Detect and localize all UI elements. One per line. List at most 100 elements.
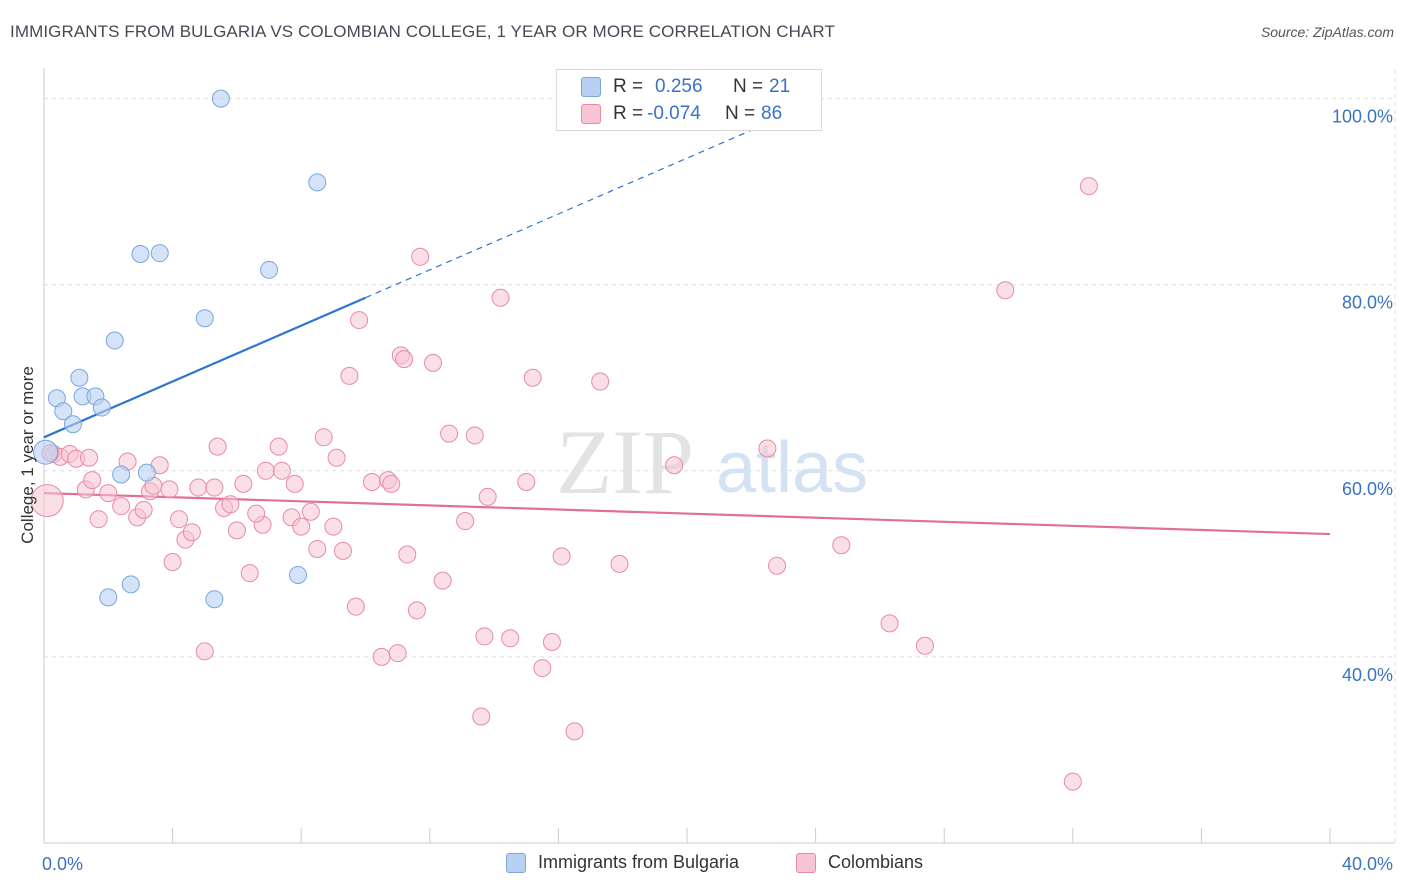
colombians-point	[407, 601, 426, 620]
bulgaria-point	[137, 463, 156, 482]
colombians-point	[542, 633, 561, 652]
r-label: R =	[613, 76, 644, 97]
bulgaria-point	[150, 244, 169, 263]
colombians-point	[665, 456, 684, 475]
bulgaria-trend-extension	[365, 129, 752, 299]
colombians-point	[996, 281, 1015, 300]
colombians-point	[285, 474, 304, 493]
colombians-point	[160, 480, 179, 499]
bulgaria-points	[33, 89, 327, 609]
bulgaria-point	[54, 402, 73, 421]
colombians-point	[272, 461, 291, 480]
colombians-point	[491, 288, 510, 307]
colombians-point	[227, 521, 246, 540]
bulgaria-point	[205, 590, 224, 609]
colombians-trend-line	[43, 492, 1331, 536]
colombians-point	[475, 627, 494, 646]
colombians-point	[247, 504, 266, 523]
colombians-point	[424, 353, 443, 372]
r-value: -0.074	[647, 103, 701, 124]
colombians-point	[472, 707, 491, 726]
stats-legend: R = 0.256 N = 21 R = -0.074 N = 86	[556, 69, 822, 131]
bulgaria-point	[288, 566, 307, 585]
colombians-point	[517, 472, 536, 491]
n-label: N =	[725, 103, 756, 124]
n-label: N =	[733, 76, 764, 97]
bulgaria-point	[112, 465, 131, 484]
n-value: 21	[769, 76, 791, 97]
colombians-point	[1063, 772, 1082, 791]
colombians-point	[112, 497, 131, 516]
colombians-point	[269, 437, 288, 456]
colombians-point	[880, 614, 899, 633]
legend-item-bulgaria: Immigrants from Bulgaria	[506, 852, 739, 873]
colombians-point	[565, 722, 584, 741]
colombians-point	[80, 448, 99, 467]
r-value: 0.256	[655, 76, 703, 97]
colombians-point	[205, 478, 224, 497]
series-legend: Immigrants from Bulgaria Colombians	[0, 852, 1406, 878]
bulgaria-point	[195, 309, 214, 328]
tick-labels: 40.0% 60.0% 80.0% 100.0% 0.0% 40.0%	[42, 107, 1393, 874]
colombians-points	[30, 177, 1098, 791]
colombians-point	[83, 471, 102, 490]
colombians-point	[372, 647, 391, 666]
watermark-atlas: atlas	[716, 428, 868, 508]
r-label: R =	[613, 103, 644, 124]
colombians-point	[832, 536, 851, 555]
colombians-point	[398, 545, 417, 564]
colombians-point	[1079, 177, 1098, 196]
colombians-point	[523, 368, 542, 387]
x-tick-label: 0.0%	[42, 854, 83, 874]
colombians-point	[308, 539, 327, 558]
colombians-point	[456, 512, 475, 531]
bulgaria-point	[33, 439, 59, 465]
legend-row-colombians: R = -0.074 N = 86	[557, 101, 801, 127]
colombians-point	[350, 311, 369, 330]
colombians-point	[324, 517, 343, 536]
colombians-point	[208, 437, 227, 456]
colombians-point	[234, 474, 253, 493]
colombians-point	[170, 510, 189, 529]
chart-title: IMMIGRANTS FROM BULGARIA VS COLOMBIAN CO…	[10, 22, 835, 41]
colombians-point	[189, 478, 208, 497]
colombians-point	[388, 644, 407, 663]
y-tick-label: 40.0%	[1342, 665, 1393, 685]
colombians-point	[533, 659, 552, 678]
colombians-point	[395, 350, 414, 369]
colombians-point	[501, 629, 520, 648]
y-axis-label: College, 1 year or more	[18, 366, 37, 544]
colombians-point	[327, 448, 346, 467]
colombians-point	[240, 564, 259, 583]
colombians-point	[465, 426, 484, 445]
colombians-point	[362, 472, 381, 491]
colombians-point	[256, 461, 275, 480]
colombians-point	[346, 597, 365, 616]
colombians-point	[433, 571, 452, 590]
colombians-point	[915, 636, 934, 655]
colombians-point	[163, 552, 182, 571]
legend-label-colombians: Colombians	[828, 852, 924, 872]
bulgaria-point	[92, 398, 111, 417]
colombians-point	[610, 554, 629, 573]
legend-label-bulgaria: Immigrants from Bulgaria	[538, 852, 740, 872]
legend-row-bulgaria: R = 0.256 N = 21	[557, 74, 809, 100]
colombians-point	[182, 523, 201, 542]
colombians-point	[99, 484, 118, 503]
bulgaria-swatch	[506, 852, 526, 873]
bulgaria-point	[260, 260, 279, 279]
colombians-point	[301, 502, 320, 521]
colombians-point	[411, 247, 430, 266]
bulgaria-point	[121, 575, 140, 594]
bulgaria-point	[211, 89, 230, 108]
colombians-point	[89, 510, 108, 529]
colombians-swatch	[796, 852, 816, 873]
colombians-swatch	[581, 104, 601, 124]
colombians-point	[333, 541, 352, 560]
colombians-point	[552, 547, 571, 566]
bulgaria-point	[105, 331, 124, 350]
colombians-point	[314, 428, 333, 447]
colombians-point	[195, 642, 214, 661]
colombians-point	[591, 372, 610, 391]
